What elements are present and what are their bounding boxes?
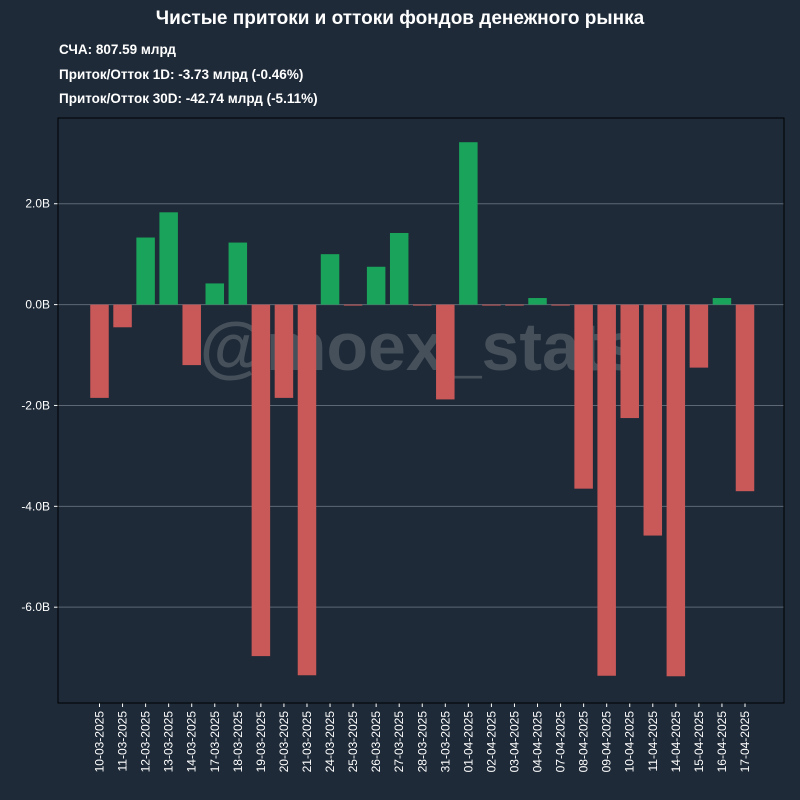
- bar: [389, 232, 409, 305]
- y-tick-label: 0.0B: [25, 298, 50, 312]
- bar: [551, 304, 570, 306]
- bar: [182, 304, 201, 366]
- x-tick-label: 15-04-2025: [692, 711, 706, 773]
- x-tick-label: 20-03-2025: [277, 711, 291, 773]
- bar: [274, 304, 294, 398]
- bar: [320, 254, 340, 305]
- y-tick-label: -2.0B: [21, 398, 50, 412]
- bar: [228, 242, 248, 305]
- x-tick-label: 10-03-2025: [93, 711, 107, 773]
- x-tick-label: 16-04-2025: [715, 711, 729, 773]
- aum-text: СЧА: 807.59 млрд: [59, 42, 176, 57]
- bars: [90, 142, 755, 677]
- x-tick-label: 02-04-2025: [484, 711, 498, 773]
- bar: [459, 142, 478, 305]
- x-tick-label: 12-03-2025: [139, 711, 153, 773]
- bar: [366, 266, 386, 305]
- x-tick-label: 09-04-2025: [600, 711, 614, 773]
- bar: [482, 304, 501, 306]
- y-tick-label: -4.0B: [21, 499, 50, 513]
- x-tick-label: 13-03-2025: [162, 711, 176, 773]
- bar: [643, 304, 663, 536]
- plot-frame: [57, 117, 785, 704]
- flow-1d-text: Приток/Отток 1D: -3.73 млрд (-0.46%): [59, 67, 304, 82]
- bar: [113, 304, 132, 328]
- x-tick-label: 01-04-2025: [461, 711, 475, 773]
- x-tick-label: 03-04-2025: [507, 711, 521, 773]
- x-tick-label: 14-04-2025: [669, 711, 683, 773]
- bar: [735, 304, 755, 492]
- x-tick-label: 04-04-2025: [531, 711, 545, 773]
- watermark: @moex_stats: [200, 309, 641, 385]
- x-tick-label: 24-03-2025: [323, 711, 337, 773]
- bar: [666, 304, 686, 677]
- flow-30d-text: Приток/Отток 30D: -42.74 млрд (-5.11%): [59, 91, 318, 106]
- y-axis-ticks: 2.0B 0.0B -2.0B -4.0B -6.0B: [21, 197, 58, 614]
- x-tick-label: 25-03-2025: [346, 711, 360, 773]
- bar: [297, 304, 317, 676]
- x-tick-label: 08-04-2025: [577, 711, 591, 773]
- x-tick-label: 10-04-2025: [623, 711, 637, 773]
- bar: [136, 237, 155, 305]
- bar: [528, 298, 547, 305]
- bar: [505, 304, 524, 306]
- x-tick-label: 07-04-2025: [554, 711, 568, 773]
- bar: [343, 304, 363, 306]
- bar: [159, 212, 178, 305]
- x-tick-label: 18-03-2025: [231, 711, 245, 773]
- bar: [205, 283, 225, 305]
- bar: [413, 304, 432, 306]
- bar: [597, 304, 616, 676]
- x-tick-label: 11-03-2025: [116, 711, 130, 772]
- chart-title: Чистые притоки и оттоки фондов денежного…: [155, 8, 645, 29]
- x-tick-label: 17-04-2025: [738, 711, 752, 773]
- x-tick-label: 14-03-2025: [185, 711, 199, 773]
- x-tick-label: 31-03-2025: [438, 711, 452, 773]
- x-tick-label: 27-03-2025: [392, 711, 406, 773]
- x-tick-label: 28-03-2025: [415, 711, 429, 773]
- x-tick-label: 11-04-2025: [646, 711, 660, 772]
- bar: [712, 298, 732, 305]
- bar: [689, 304, 709, 368]
- bar: [620, 304, 639, 419]
- y-tick-label: 2.0B: [25, 197, 50, 211]
- bar: [90, 304, 109, 398]
- x-tick-label: 17-03-2025: [208, 711, 222, 773]
- bar: [436, 304, 455, 400]
- y-tick-label: -6.0B: [21, 600, 50, 614]
- x-tick-label: 26-03-2025: [369, 711, 383, 773]
- bar: [574, 304, 593, 489]
- x-tick-label: 19-03-2025: [254, 711, 268, 773]
- bar: [251, 304, 271, 657]
- grid-lines: [58, 203, 784, 608]
- x-axis-ticks: 10-03-2025 11-03-2025 12-03-2025 13-03-2025…: [93, 703, 752, 773]
- x-tick-label: 21-03-2025: [300, 711, 314, 773]
